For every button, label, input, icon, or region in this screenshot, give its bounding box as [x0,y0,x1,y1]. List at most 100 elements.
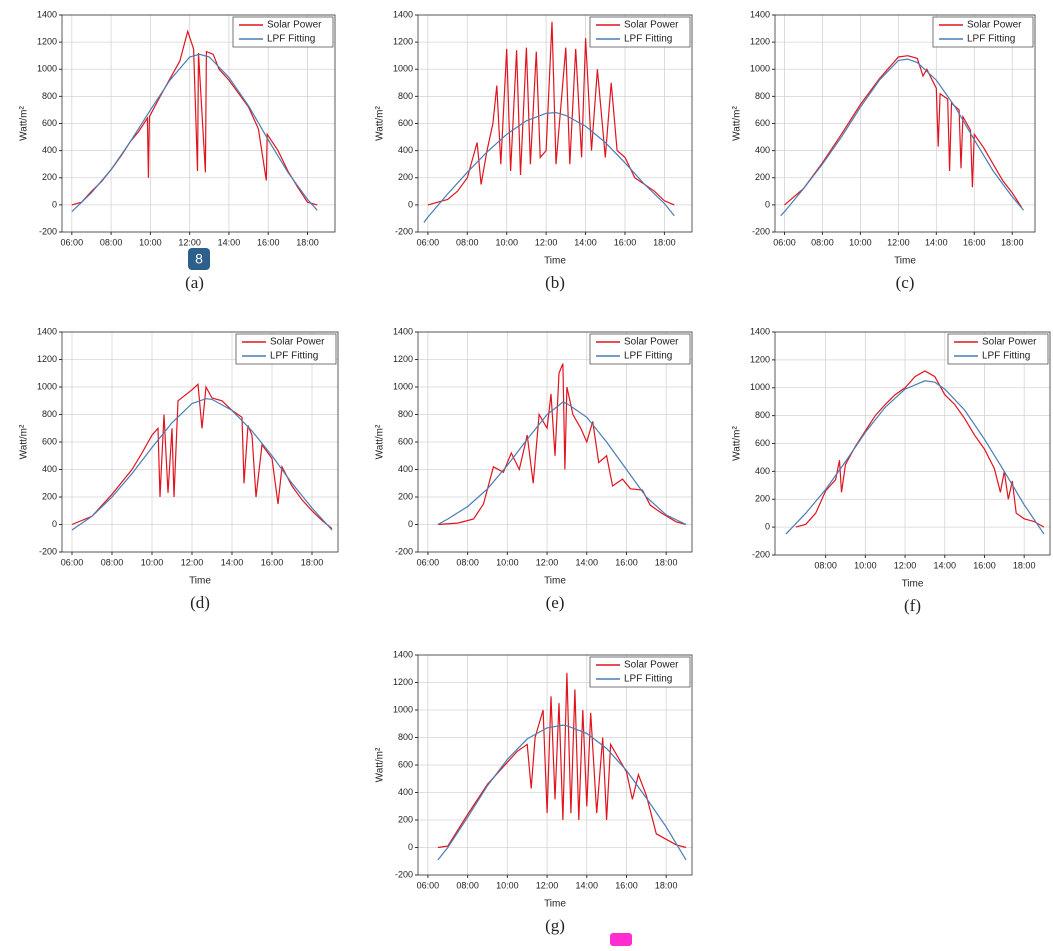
series-line [71,53,318,213]
x-tick-label: 06:00 [417,557,440,567]
x-tick-label: 18:00 [653,237,676,247]
x-tick-label: 14:00 [218,237,241,247]
x-tick-label: 10:00 [496,880,519,890]
marker [610,933,632,946]
x-tick-label: 14:00 [933,560,956,570]
y-tick-label: 800 [398,91,413,101]
plot-frame [417,14,693,233]
series-line [71,383,333,530]
y-tick-label: 200 [755,172,770,182]
y-tick-label: 1200 [37,37,57,47]
y-axis-label: Watt/m² [19,424,30,459]
x-tick-label: 14:00 [576,880,599,890]
x-tick-label: 08:00 [811,237,834,247]
x-tick-label: 12:00 [536,880,559,890]
x-axis-label: Time [189,576,211,587]
y-tick-label: 0 [408,199,413,209]
legend-label: Solar Power [624,660,679,671]
caption: (b) [545,273,565,292]
x-tick-label: 16:00 [614,237,637,247]
legend-label: Solar Power [270,337,325,348]
x-axis-label: Time [544,899,566,910]
x-tick-label: 06:00 [61,557,84,567]
y-tick-label: 800 [42,91,57,101]
x-tick-label: 12:00 [181,557,204,567]
y-tick-label: 600 [755,118,770,128]
y-tick-label: 1200 [750,37,770,47]
caption: (d) [190,593,210,612]
y-tick-label: 1000 [37,64,57,74]
y-tick-label: 1200 [393,677,413,687]
y-tick-label: 0 [765,522,770,532]
series-line [71,29,318,206]
x-tick-label: 06:00 [61,237,84,247]
legend-box [589,656,691,688]
y-axis-label: Watt/m² [375,424,386,459]
x-axis-label: Time [902,579,924,590]
y-tick-label: 800 [42,409,57,419]
y-tick-label: 400 [755,145,770,155]
caption: (f) [904,596,921,615]
series-line [780,58,1025,217]
series-line [437,672,687,849]
y-tick-label: 600 [755,438,770,448]
y-tick-label: -200 [39,546,57,556]
legend-box [589,16,691,48]
x-axis-label: Time [544,576,566,587]
x-tick-label: 12:00 [535,237,558,247]
series-line [437,724,687,861]
x-tick-label: 08:00 [100,237,123,247]
legend-box [932,16,1034,48]
x-tick-label: 08:00 [101,557,124,567]
legend-box [589,333,691,365]
legend-label: LPF Fitting [982,351,1030,362]
series-line [784,55,1023,208]
y-tick-label: 200 [755,494,770,504]
y-tick-label: 800 [755,91,770,101]
x-tick-label: 06:00 [773,237,796,247]
x-tick-label: 16:00 [261,557,284,567]
series-line [795,370,1045,528]
x-tick-label: 16:00 [973,560,996,570]
x-tick-label: 10:00 [495,237,518,247]
y-tick-label: 200 [398,491,413,501]
plot-frame [774,14,1036,233]
y-tick-label: 400 [398,787,413,797]
badge [188,248,210,270]
x-tick-label: 16:00 [963,237,986,247]
legend-label: Solar Power [982,337,1037,348]
y-axis-label: Watt/m² [732,426,743,461]
y-tick-label: -200 [752,549,770,559]
y-tick-label: -200 [395,546,413,556]
y-tick-label: 600 [398,118,413,128]
x-tick-label: 14:00 [925,237,948,247]
caption: (g) [545,916,565,935]
y-tick-label: 200 [42,172,57,182]
legend-label: Solar Power [267,20,322,31]
y-tick-label: 0 [408,519,413,529]
x-tick-label: 10:00 [849,237,872,247]
y-tick-label: 400 [42,464,57,474]
x-tick-label: 18:00 [655,557,678,567]
legend-label: Solar Power [624,337,679,348]
y-tick-label: -200 [752,226,770,236]
series-line [437,401,687,526]
y-tick-label: 0 [52,199,57,209]
y-tick-label: 800 [398,732,413,742]
y-axis-label: Watt/m² [375,106,386,141]
x-tick-label: 16:00 [257,237,280,247]
y-tick-label: 1200 [750,354,770,364]
y-axis-label: Watt/m² [732,106,743,141]
x-tick-label: 06:00 [417,237,440,247]
x-tick-label: 12:00 [887,237,910,247]
legend-box [947,333,1049,365]
caption: (c) [896,273,915,292]
y-tick-label: 1200 [393,354,413,364]
legend-box [235,333,337,365]
plot-frame [61,14,336,233]
y-tick-label: 400 [398,145,413,155]
legend-label: LPF Fitting [267,34,315,45]
legend-box [232,16,334,48]
plot-frame [417,654,693,876]
